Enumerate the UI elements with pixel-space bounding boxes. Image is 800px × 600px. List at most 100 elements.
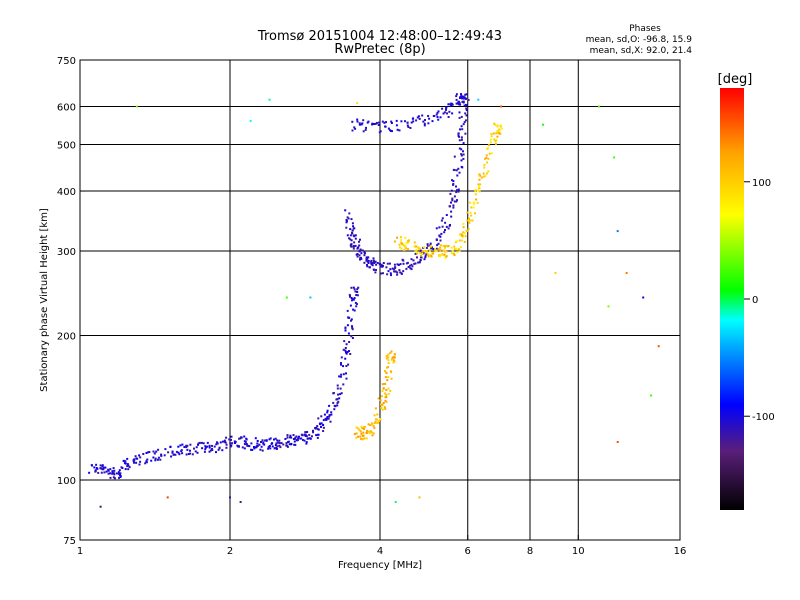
echo-point bbox=[122, 459, 125, 462]
echo-point bbox=[148, 451, 151, 453]
echo-point bbox=[356, 255, 359, 258]
echo-point bbox=[469, 211, 472, 214]
echo-point bbox=[332, 401, 335, 404]
echo-point bbox=[356, 288, 359, 291]
echo-point bbox=[269, 447, 272, 450]
echo-point bbox=[160, 454, 163, 457]
echo-point bbox=[298, 435, 300, 438]
echo-point bbox=[350, 286, 353, 289]
echo-point bbox=[419, 247, 421, 250]
echo-point bbox=[346, 351, 349, 353]
echo-point bbox=[229, 442, 232, 445]
echo-point bbox=[390, 274, 392, 277]
echo-point bbox=[359, 258, 361, 261]
echo-point bbox=[256, 440, 259, 442]
echo-point bbox=[460, 233, 463, 236]
echo-point bbox=[177, 451, 180, 454]
echo-point bbox=[445, 108, 447, 111]
echo-point bbox=[452, 206, 455, 209]
echo-point bbox=[350, 318, 353, 321]
echo-point bbox=[358, 249, 361, 252]
echo-point bbox=[320, 422, 323, 425]
echo-point bbox=[101, 464, 104, 467]
echo-point bbox=[358, 122, 361, 125]
echo-point bbox=[294, 436, 297, 439]
echo-point bbox=[468, 217, 470, 220]
echo-point bbox=[326, 409, 329, 412]
echo-point bbox=[450, 215, 453, 218]
echo-point bbox=[404, 236, 407, 239]
echo-point bbox=[347, 332, 350, 335]
echo-point bbox=[393, 353, 396, 356]
echo-point bbox=[371, 122, 374, 125]
echo-point bbox=[349, 353, 352, 355]
echo-point bbox=[112, 472, 115, 475]
echo-point bbox=[342, 383, 345, 386]
echo-point bbox=[290, 436, 293, 439]
echo-point bbox=[425, 250, 428, 252]
echo-point bbox=[239, 437, 242, 440]
echo-point bbox=[389, 370, 392, 373]
echo-point bbox=[383, 121, 386, 124]
echo-point bbox=[475, 198, 478, 201]
echo-point bbox=[150, 459, 153, 462]
echo-point bbox=[216, 441, 218, 444]
echo-point bbox=[366, 121, 369, 124]
echo-point bbox=[389, 389, 392, 392]
echo-point bbox=[460, 115, 463, 118]
echo-point bbox=[274, 447, 276, 450]
echo-point bbox=[369, 431, 372, 434]
echo-point bbox=[136, 457, 139, 460]
echo-point bbox=[364, 128, 367, 131]
echo-point bbox=[113, 473, 116, 476]
echo-point bbox=[477, 98, 480, 101]
echo-point bbox=[353, 235, 356, 238]
echo-point bbox=[363, 254, 366, 257]
echo-point bbox=[464, 112, 467, 115]
echo-point bbox=[407, 126, 410, 128]
echo-point bbox=[480, 176, 483, 179]
echo-point bbox=[378, 121, 381, 124]
echo-point bbox=[407, 241, 410, 244]
echo-point bbox=[455, 191, 458, 194]
echo-point bbox=[230, 438, 232, 441]
echo-point bbox=[410, 263, 413, 266]
echo-point bbox=[613, 156, 616, 159]
echo-point bbox=[274, 437, 277, 440]
echo-point bbox=[443, 253, 446, 256]
echo-point bbox=[351, 337, 354, 339]
echo-point bbox=[483, 163, 486, 166]
echo-point bbox=[365, 437, 368, 440]
echo-point bbox=[96, 467, 99, 470]
echo-point bbox=[336, 384, 339, 387]
echo-point bbox=[392, 356, 395, 359]
colorbar-ticks: 100 0 -100 bbox=[744, 178, 775, 423]
echo-point bbox=[401, 242, 403, 245]
echo-point bbox=[489, 141, 492, 144]
echo-point bbox=[94, 470, 97, 473]
y-axis-label: Stationary phase Virtual Height [km] bbox=[39, 208, 50, 392]
echo-points bbox=[88, 93, 660, 508]
echo-point bbox=[367, 430, 370, 433]
echo-point bbox=[348, 293, 351, 296]
echo-point bbox=[366, 429, 369, 432]
echo-point bbox=[171, 451, 174, 454]
echo-point bbox=[494, 124, 497, 126]
echo-point bbox=[156, 458, 159, 461]
echo-point bbox=[369, 430, 372, 433]
echo-point bbox=[340, 362, 342, 364]
echo-point bbox=[444, 246, 446, 249]
echo-point bbox=[357, 286, 360, 289]
echo-point bbox=[314, 427, 317, 430]
echo-point bbox=[326, 411, 329, 414]
echo-point bbox=[225, 446, 228, 449]
echo-point bbox=[460, 234, 463, 237]
y-axis-ticks: 75 100 200 300 400 500 600 750 bbox=[57, 56, 85, 547]
echo-point bbox=[339, 375, 342, 378]
echo-point bbox=[256, 442, 259, 445]
echo-point bbox=[479, 183, 482, 186]
echo-point bbox=[366, 257, 369, 260]
echo-point bbox=[234, 442, 236, 444]
echo-point bbox=[455, 185, 457, 188]
echo-point bbox=[435, 247, 438, 250]
